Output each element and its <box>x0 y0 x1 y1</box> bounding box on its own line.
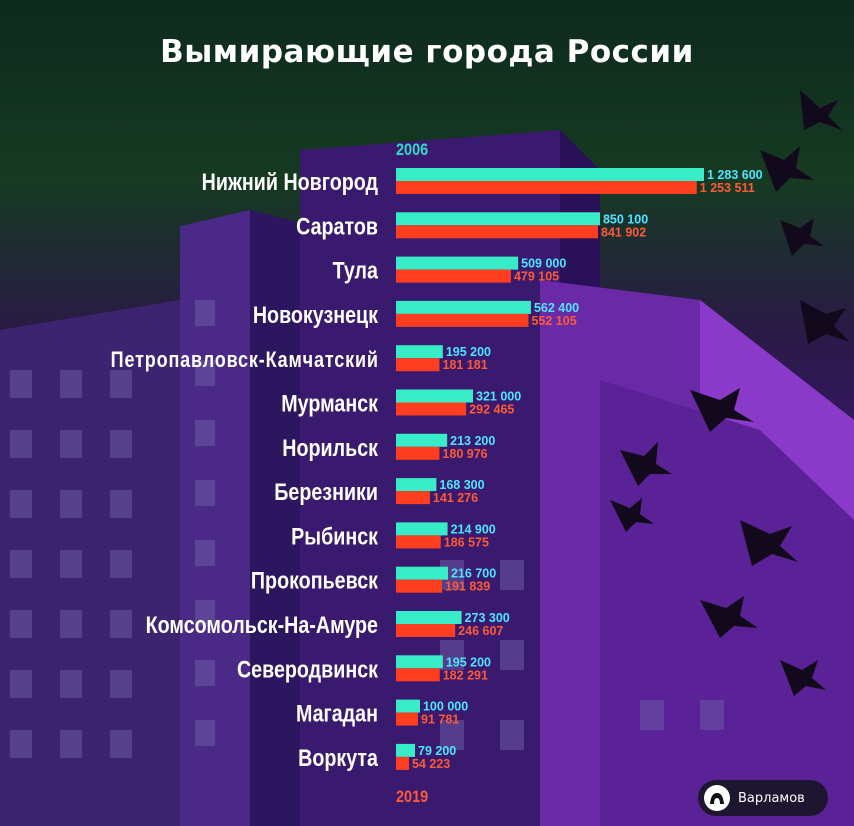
bar-2006 <box>396 522 448 536</box>
bar-2019 <box>396 491 430 505</box>
value-label-2019: 552 105 <box>531 314 576 328</box>
bar-2019 <box>396 756 410 770</box>
bar-2006 <box>396 655 443 669</box>
bar-2006 <box>396 168 704 181</box>
bar-2019 <box>396 579 443 593</box>
bar-2019 <box>396 535 441 549</box>
value-label-2006: 213 200 <box>450 434 495 448</box>
value-label-2019: 841 902 <box>601 225 646 239</box>
value-label-2019: 91 781 <box>421 713 459 727</box>
brand-logo: Варламов <box>698 780 828 816</box>
bar-2006 <box>396 566 448 580</box>
bar-2019 <box>396 624 456 637</box>
brand-name: Варламов <box>738 790 805 806</box>
bar-2019 <box>396 269 511 283</box>
value-label-2019: 479 105 <box>514 270 559 284</box>
bar-2006 <box>396 433 448 447</box>
value-label-2019: 180 976 <box>442 447 487 461</box>
value-label-2019: 182 291 <box>443 668 488 682</box>
bar-2006 <box>396 478 437 492</box>
value-label-2006: 100 000 <box>423 700 468 714</box>
brand-icon <box>704 785 730 811</box>
bar-2006 <box>396 256 519 270</box>
value-label-2006: 79 200 <box>418 744 456 758</box>
value-label-2019: 54 223 <box>412 757 450 771</box>
city-label: Рыбинск <box>291 523 378 550</box>
city-label: Воркута <box>298 744 379 771</box>
city-label: Петропавловск-Камчатский <box>111 349 378 373</box>
city-label: Прокопьевск <box>251 567 378 594</box>
city-label: Магадан <box>296 700 378 727</box>
value-label-2006: 850 100 <box>603 212 648 226</box>
bar-2019 <box>396 402 467 416</box>
bar-2019 <box>396 181 697 194</box>
value-label-2006: 562 400 <box>534 301 579 315</box>
bar-2019 <box>396 668 440 682</box>
value-label-2006: 273 300 <box>465 611 510 625</box>
city-label: Березники <box>274 478 378 505</box>
city-label: Саратов <box>296 212 378 239</box>
bar-2019 <box>396 225 599 239</box>
bar-2006 <box>396 611 462 624</box>
bar-2019 <box>396 313 529 327</box>
bar-2006 <box>396 699 420 713</box>
value-label-2006: 216 700 <box>451 567 496 581</box>
bar-2006 <box>396 212 600 226</box>
city-label: Мурманск <box>281 390 378 417</box>
value-label-2006: 168 300 <box>439 478 484 492</box>
bar-2006 <box>396 345 443 359</box>
value-label-2019: 141 276 <box>433 491 478 505</box>
bar-2019 <box>396 446 440 460</box>
value-label-2006: 195 200 <box>446 345 491 359</box>
city-label: Нижний Новгород <box>202 168 378 195</box>
birds-silhouette <box>610 90 850 696</box>
value-label-2019: 186 575 <box>444 535 489 549</box>
bar-2019 <box>396 712 419 726</box>
value-label-2019: 246 607 <box>458 624 503 638</box>
value-label-2006: 1 283 600 <box>707 168 763 182</box>
bar-2006 <box>396 389 474 403</box>
value-label-2006: 214 900 <box>451 522 496 536</box>
value-label-2006: 509 000 <box>521 257 566 271</box>
legend-2006: 2006 <box>396 140 429 159</box>
bar-2006 <box>396 743 416 757</box>
value-label-2006: 195 200 <box>446 655 491 669</box>
value-label-2019: 191 839 <box>445 580 490 594</box>
bar-2006 <box>396 300 531 314</box>
city-label: Норильск <box>282 434 378 461</box>
bar-2019 <box>396 358 440 372</box>
city-label: Тула <box>333 257 379 284</box>
city-label: Северодвинск <box>237 655 378 682</box>
chart-title: Вымирающие города России <box>160 34 694 70</box>
legend-2019: 2019 <box>396 787 429 806</box>
city-label: Комсомольск-На-Амуре <box>146 611 378 638</box>
city-label: Новокузнецк <box>253 301 378 328</box>
value-label-2019: 292 465 <box>469 403 514 417</box>
value-label-2006: 321 000 <box>476 390 521 404</box>
value-label-2019: 1 253 511 <box>700 181 755 195</box>
value-label-2019: 181 181 <box>442 358 487 372</box>
